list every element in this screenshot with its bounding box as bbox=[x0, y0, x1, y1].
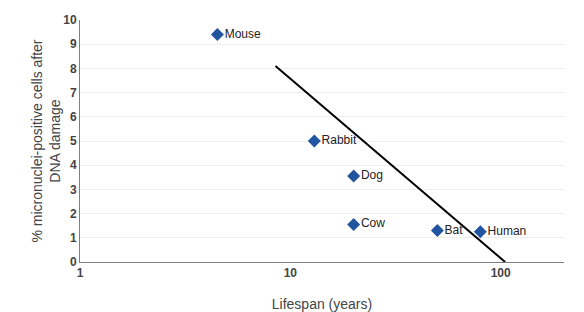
svg-text:1: 1 bbox=[77, 266, 84, 280]
svg-text:Human: Human bbox=[488, 224, 527, 238]
svg-text:% micronuclei-positive cells a: % micronuclei-positive cells afterDNA da… bbox=[29, 39, 63, 242]
svg-text:1: 1 bbox=[70, 231, 77, 245]
svg-text:Mouse: Mouse bbox=[225, 27, 261, 41]
svg-text:9: 9 bbox=[70, 37, 77, 51]
svg-text:Bat: Bat bbox=[445, 223, 464, 237]
svg-text:Cow: Cow bbox=[361, 216, 385, 230]
svg-text:3: 3 bbox=[70, 183, 77, 197]
svg-text:10: 10 bbox=[63, 13, 77, 27]
svg-text:2: 2 bbox=[70, 207, 77, 221]
svg-text:10: 10 bbox=[284, 266, 298, 280]
svg-text:8: 8 bbox=[70, 62, 77, 76]
svg-text:100: 100 bbox=[491, 266, 511, 280]
svg-text:7: 7 bbox=[70, 86, 77, 100]
svg-text:0: 0 bbox=[70, 255, 77, 269]
svg-text:6: 6 bbox=[70, 110, 77, 124]
svg-text:5: 5 bbox=[70, 134, 77, 148]
svg-text:4: 4 bbox=[70, 158, 77, 172]
svg-text:Lifespan (years): Lifespan (years) bbox=[272, 296, 372, 312]
svg-text:Dog: Dog bbox=[361, 168, 383, 182]
svg-text:Rabbit: Rabbit bbox=[322, 133, 357, 147]
